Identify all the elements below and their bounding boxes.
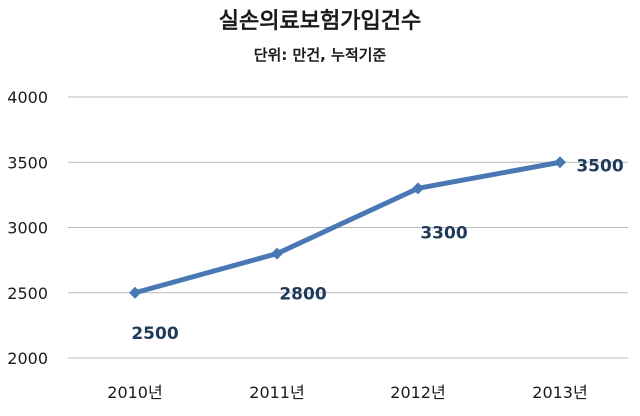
data-point-0 xyxy=(129,286,141,299)
series-line-group xyxy=(129,156,566,299)
data-label-2: 3300 xyxy=(420,223,467,243)
x-tick-label-2: 2012년 xyxy=(390,383,445,402)
data-labels: 2500 2800 3300 3500 xyxy=(131,156,623,344)
data-point-3 xyxy=(554,156,566,169)
data-label-0: 2500 xyxy=(131,324,178,344)
data-label-1: 2800 xyxy=(279,285,326,305)
x-axis-ticks: 2010년 2011년 2012년 2013년 xyxy=(107,383,587,402)
data-label-3: 3500 xyxy=(576,156,623,176)
series-line xyxy=(132,159,563,296)
x-tick-label-3: 2013년 xyxy=(532,383,587,402)
data-point-2 xyxy=(412,182,424,195)
y-tick-label-4000: 4000 xyxy=(7,88,48,107)
y-tick-label-3500: 3500 xyxy=(7,153,48,172)
data-point-1 xyxy=(271,247,283,260)
y-axis-ticks: 2000 2500 3000 3500 4000 xyxy=(7,88,48,368)
x-tick-label-1: 2011년 xyxy=(249,383,304,402)
chart-title: 실손의료보험가입건수 xyxy=(219,8,421,34)
y-tick-label-2500: 2500 xyxy=(7,284,48,303)
y-tick-label-3000: 3000 xyxy=(7,219,48,238)
y-tick-label-2000: 2000 xyxy=(7,349,48,368)
chart-subtitle: 단위: 만건, 누적기준 xyxy=(254,46,387,64)
grid xyxy=(68,96,628,359)
x-tick-label-0: 2010년 xyxy=(107,383,162,402)
